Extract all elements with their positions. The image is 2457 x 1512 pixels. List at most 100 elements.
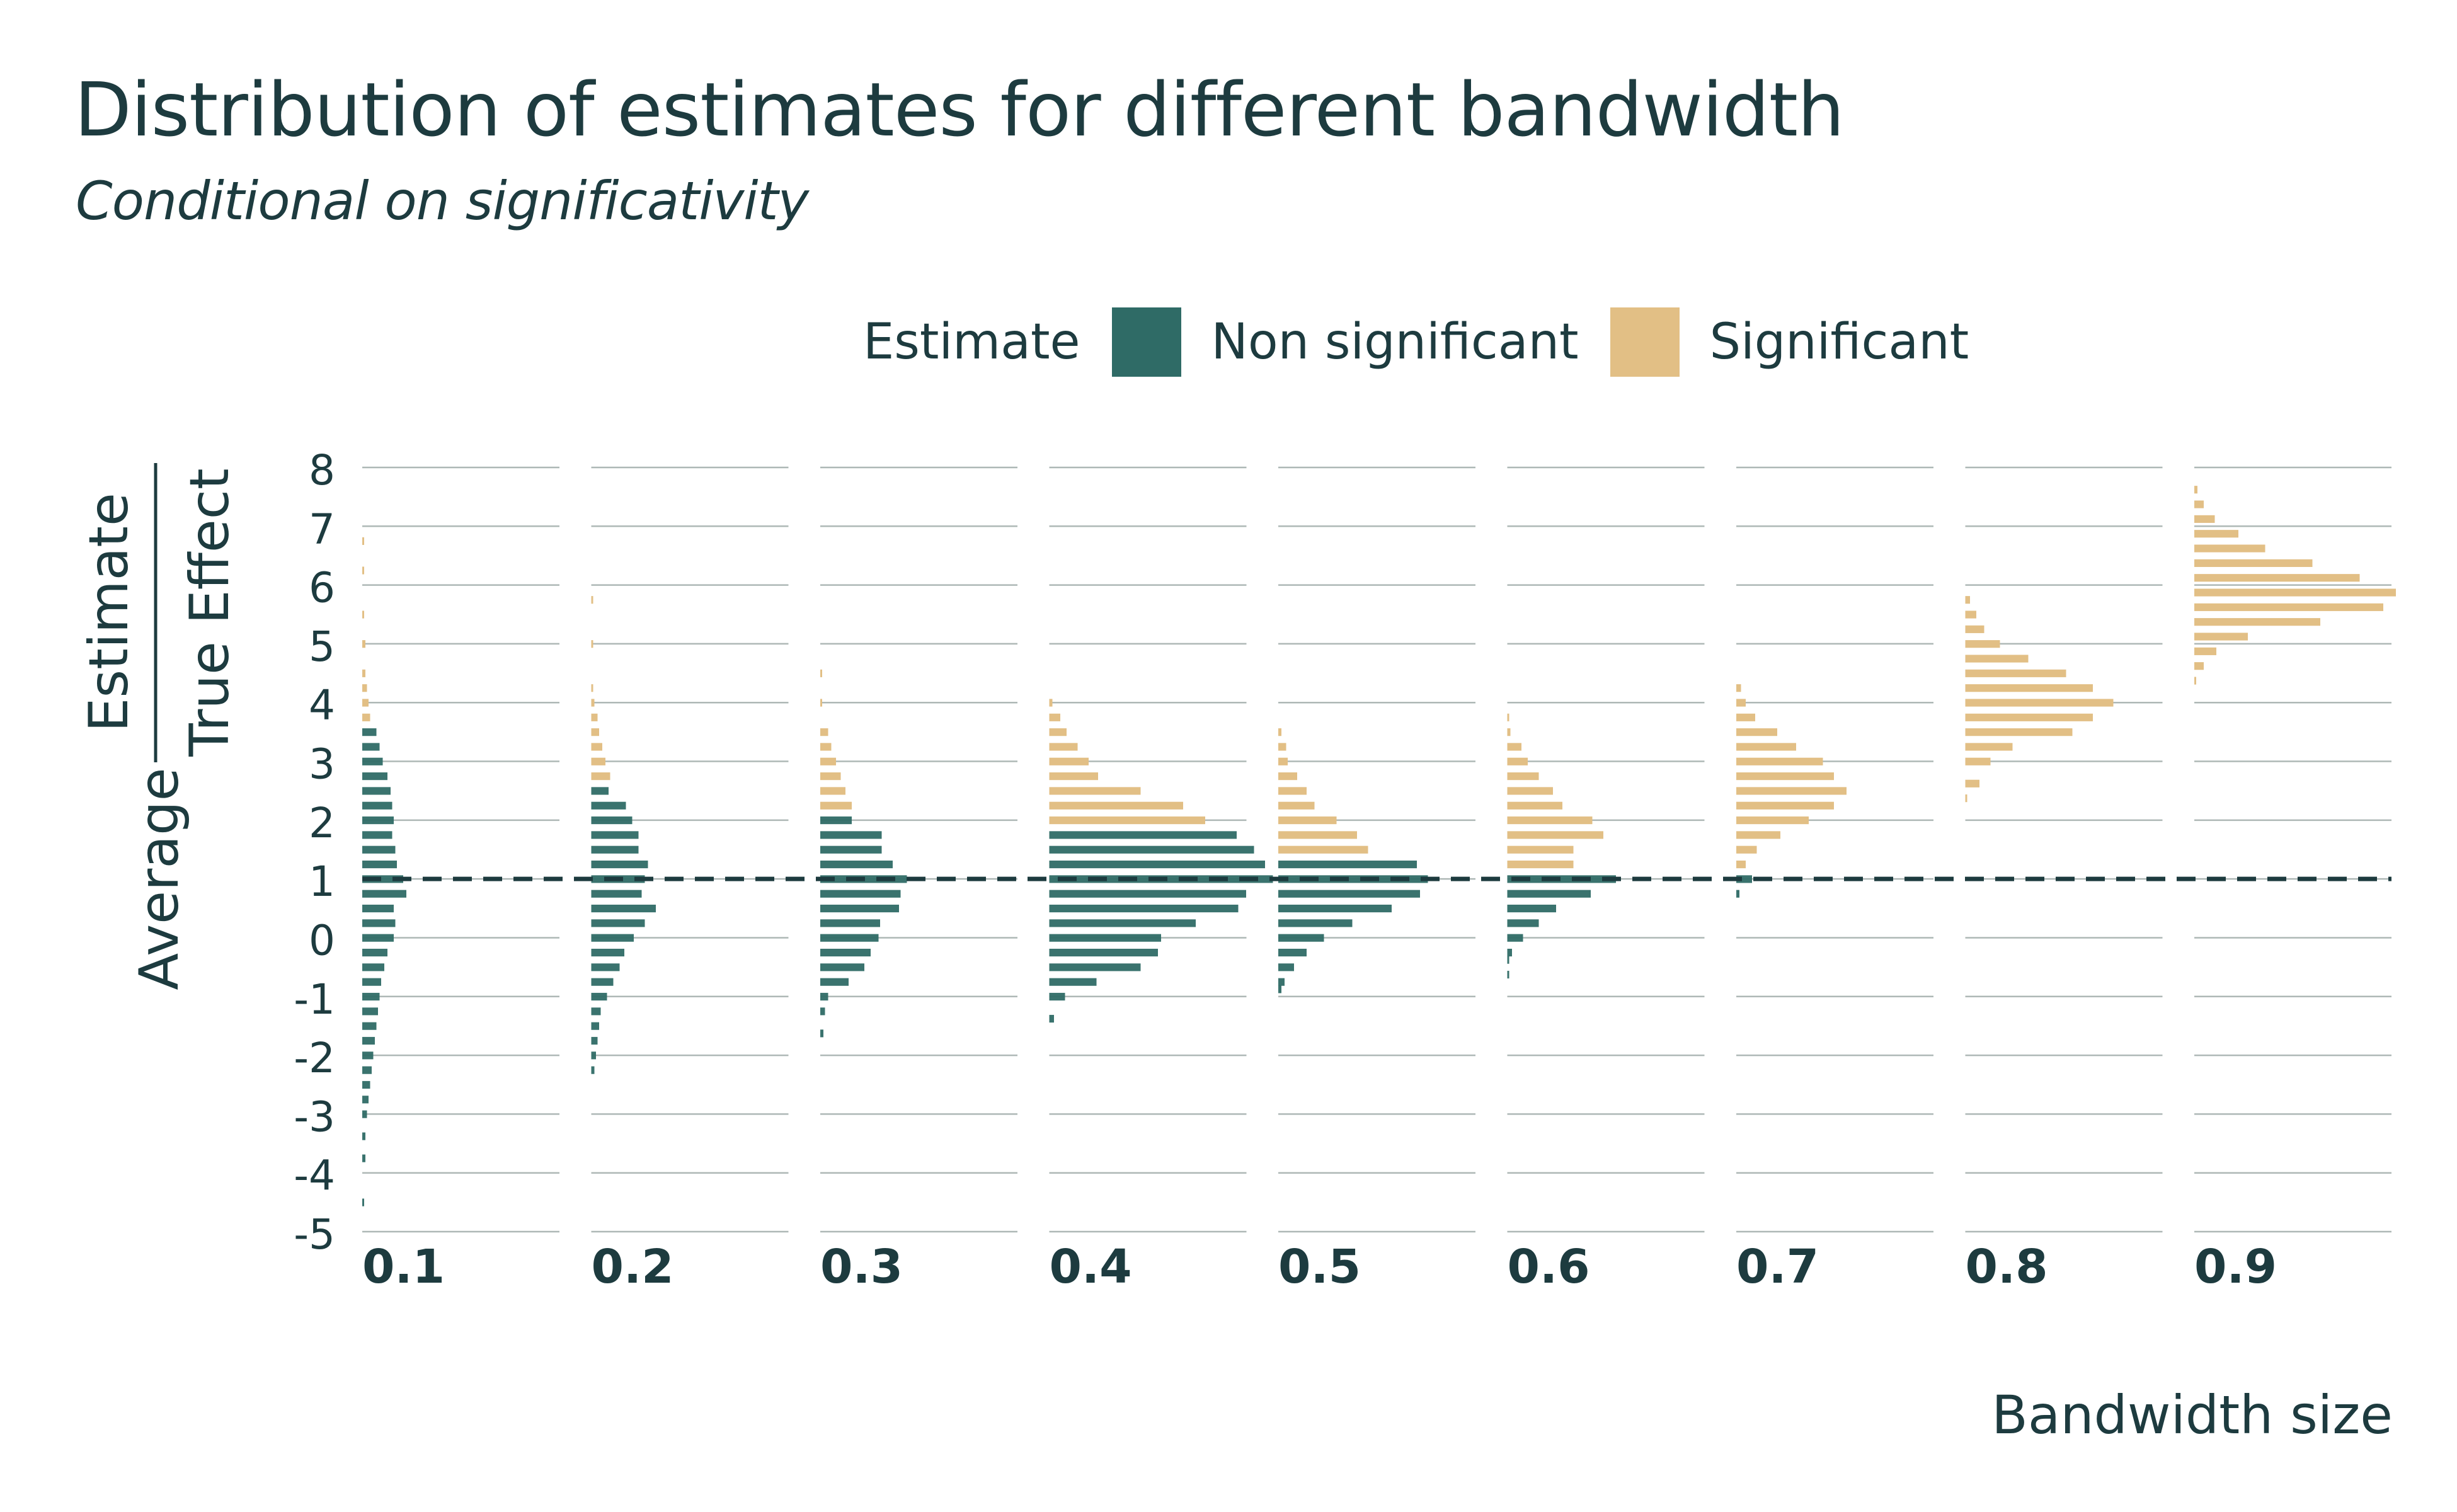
- histogram-bar-significant: [1049, 699, 1053, 707]
- histogram-bar-non-significant: [591, 1007, 601, 1016]
- histogram-bar-significant: [1965, 713, 2093, 721]
- histogram-bar-non-significant: [1049, 948, 1158, 957]
- histogram-bar-significant: [1049, 772, 1098, 781]
- histogram-bar-significant: [1049, 728, 1067, 736]
- histogram-bar-non-significant: [1278, 978, 1285, 986]
- histogram-bar-significant: [1278, 816, 1337, 825]
- histogram-bar-significant: [1507, 743, 1521, 751]
- histogram-bar-non-significant: [820, 904, 899, 913]
- histogram-bar-non-significant: [362, 890, 406, 898]
- histogram-bar-significant: [1736, 699, 1746, 707]
- histogram-bar-non-significant: [1278, 890, 1420, 898]
- histogram-bar-non-significant: [591, 1066, 595, 1074]
- histogram-bar-significant: [2194, 647, 2216, 655]
- histogram-bar-non-significant: [1049, 992, 1065, 1001]
- histogram-bar-significant: [362, 669, 365, 677]
- histogram-bar-non-significant: [362, 1022, 377, 1030]
- histogram-bar-significant: [2194, 588, 2396, 597]
- histogram-bar-non-significant: [591, 890, 642, 898]
- histogram-bar-non-significant: [1507, 934, 1523, 942]
- histogram-bar-significant: [1278, 845, 1368, 854]
- histogram-bar-non-significant: [1049, 1014, 1054, 1023]
- histogram-bar-significant: [1278, 757, 1288, 765]
- histogram-bar-significant: [1049, 757, 1089, 765]
- histogram-bar-significant: [591, 640, 593, 648]
- histogram-bar-non-significant: [591, 816, 633, 825]
- y-tick-label: -4: [294, 1152, 335, 1200]
- panel-label: 0.4: [1050, 1240, 1132, 1294]
- histogram-bar-significant: [1507, 787, 1553, 795]
- y-tick-label: 1: [309, 857, 335, 906]
- histogram-bar-significant: [1736, 831, 1780, 839]
- histogram-bar-non-significant: [362, 743, 380, 751]
- panel-label: 0.3: [820, 1240, 903, 1294]
- histogram-bar-non-significant: [591, 963, 620, 971]
- histogram-bar-non-significant: [362, 1110, 367, 1118]
- histogram-bar-non-significant: [591, 860, 648, 869]
- histogram-bar-significant: [1736, 816, 1809, 825]
- histogram-bar-non-significant: [820, 963, 864, 971]
- histogram-bar-significant: [1507, 728, 1511, 736]
- histogram-bar-non-significant: [1507, 890, 1591, 898]
- histogram-bar-significant: [820, 743, 832, 751]
- histogram-bar-non-significant: [591, 801, 626, 810]
- histogram-bar-non-significant: [1507, 904, 1556, 913]
- histogram-bar-non-significant: [1049, 978, 1097, 986]
- histogram-bar-significant: [1736, 860, 1746, 869]
- histogram-bar-non-significant: [1507, 948, 1512, 957]
- histogram-bar-non-significant: [1278, 963, 1294, 971]
- histogram-bar-significant: [2194, 515, 2215, 523]
- histogram-bar-significant: [2194, 662, 2204, 670]
- histogram-bar-significant: [362, 713, 370, 721]
- histogram-bar-non-significant: [1507, 956, 1509, 964]
- histogram-bar-non-significant: [1049, 860, 1265, 869]
- histogram-bar-significant: [1965, 655, 2029, 663]
- histogram-bar-significant: [362, 537, 364, 545]
- histogram-bar-significant: [1507, 713, 1509, 721]
- histogram-bar-significant: [1965, 625, 1984, 633]
- histogram-bar-significant: [820, 669, 822, 677]
- legend-swatch-significant: [1610, 307, 1680, 377]
- histogram-bar-significant: [1736, 743, 1796, 751]
- y-tick-label: 3: [309, 740, 335, 789]
- histogram-bar-significant: [2194, 559, 2313, 567]
- histogram-bar-significant: [2194, 677, 2196, 685]
- histogram-bar-non-significant: [1278, 985, 1281, 994]
- histogram-bar-significant: [1736, 845, 1757, 854]
- histogram-bar-non-significant: [362, 728, 377, 736]
- histogram-bar-non-significant: [1278, 948, 1307, 957]
- histogram-bar-significant: [1965, 757, 1991, 765]
- histogram-bar-non-significant: [362, 963, 384, 971]
- histogram-bar-significant: [1049, 743, 1078, 751]
- x-axis-title: Bandwidth size: [1991, 1384, 2393, 1446]
- histogram-bar-significant: [1965, 743, 2013, 751]
- histogram-bar-non-significant: [820, 1007, 825, 1016]
- histogram-bar-significant: [1507, 801, 1562, 810]
- histogram-bar-significant: [1965, 640, 2000, 648]
- histogram-bar-significant: [362, 684, 367, 692]
- histogram-bar-significant: [1736, 801, 1834, 810]
- histogram-bar-non-significant: [1049, 904, 1239, 913]
- histogram-bar-significant: [1736, 713, 1755, 721]
- histogram-bar-non-significant: [362, 860, 397, 869]
- panel-label: 0.2: [592, 1240, 674, 1294]
- y-tick-label: 4: [309, 681, 335, 730]
- y-tick-label: -2: [294, 1034, 335, 1082]
- histogram-bar-non-significant: [362, 904, 394, 913]
- histogram-bar-non-significant: [362, 1198, 364, 1206]
- histogram-bar-non-significant: [1049, 963, 1141, 971]
- histogram-bar-non-significant: [362, 831, 392, 839]
- histogram-bar-significant: [820, 801, 852, 810]
- histogram-bar-significant: [1049, 816, 1205, 825]
- histogram-bar-significant: [1965, 669, 2066, 677]
- histogram-bar-non-significant: [820, 1029, 823, 1038]
- histogram-bar-significant: [1507, 772, 1539, 781]
- histogram-bar-non-significant: [362, 934, 394, 942]
- panel-label: 0.9: [2194, 1240, 2277, 1294]
- histogram-bar-significant: [1965, 684, 2093, 692]
- histogram-bar-non-significant: [362, 1132, 365, 1140]
- histogram-bar-non-significant: [591, 934, 634, 942]
- histogram-bar-significant: [820, 699, 822, 707]
- histogram-bar-non-significant: [362, 948, 387, 957]
- histogram-bar-significant: [591, 743, 602, 751]
